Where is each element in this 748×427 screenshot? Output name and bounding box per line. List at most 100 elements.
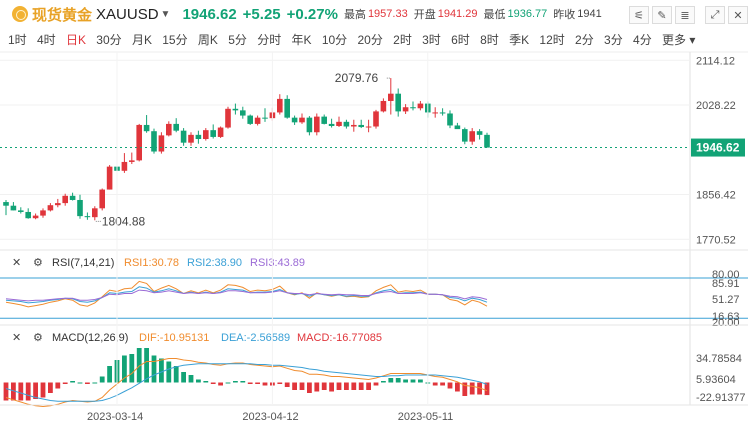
candle-body (151, 131, 157, 152)
candle-body (69, 195, 76, 200)
macd-bar (247, 382, 253, 384)
macd-bar (85, 382, 90, 384)
macd-bar (136, 348, 142, 383)
rsi-tick-3: 16.63 (712, 311, 740, 323)
candle-body (343, 121, 350, 127)
candle-body (284, 98, 290, 118)
candle-body (3, 202, 9, 206)
tab-period-17[interactable]: 12时 (539, 32, 565, 47)
macd-bar (440, 382, 445, 386)
tab-period-0[interactable]: 1时 (8, 32, 27, 47)
macd-bar (225, 382, 231, 384)
price-tick-3: 1770.52 (696, 234, 736, 246)
price-change: +5.25 (242, 5, 281, 23)
tab-period-18[interactable]: 2分 (575, 32, 594, 47)
macd-bar (233, 381, 238, 383)
candle-body (262, 117, 268, 119)
macd-bar (321, 382, 327, 390)
macd-bar (240, 381, 246, 383)
macd-bar (410, 379, 416, 383)
candle-body (380, 100, 387, 112)
tab-period-16[interactable]: 季K (509, 32, 530, 47)
candle-body (395, 93, 401, 112)
candle-body (454, 125, 461, 130)
tab-period-3[interactable]: 30分 (96, 32, 122, 47)
macd-bar (462, 382, 468, 396)
macd-bar (173, 366, 179, 383)
draw-icon[interactable]: ✎ (652, 6, 672, 24)
tab-period-1[interactable]: 4时 (36, 32, 56, 47)
indicator-icon[interactable]: ≣ (675, 6, 695, 24)
macd-bar (344, 382, 349, 390)
chevron-down-icon[interactable]: ▼ (160, 8, 171, 20)
price-tick-0: 2114.12 (696, 55, 735, 67)
tab-period-5[interactable]: 15分 (162, 32, 188, 47)
candle-body (225, 108, 231, 128)
price-tick-2: 1856.42 (696, 190, 736, 202)
candle-body (306, 117, 313, 133)
candle-body (417, 103, 424, 109)
macd-bar (299, 382, 305, 390)
tab-period-6[interactable]: 周K (197, 32, 218, 47)
candle-body (351, 124, 357, 127)
tab-period-2[interactable]: 日K (65, 32, 86, 47)
macd-bar (55, 382, 61, 389)
candle-body (143, 124, 150, 132)
macd-bar (477, 382, 482, 395)
tab-period-11[interactable]: 20分 (357, 32, 383, 47)
rsi-tick-1: 85.91 (712, 278, 740, 290)
candle-body (210, 130, 216, 137)
candle-body (476, 131, 483, 135)
macd-bar (99, 376, 105, 383)
macd-bar (373, 382, 379, 386)
candle-body (314, 116, 320, 133)
macd-bar (188, 375, 194, 383)
candle-body (254, 117, 261, 124)
rsi-title: RSI(7,14,21) (52, 257, 114, 269)
macd-bar (48, 382, 53, 393)
macd-bar (107, 366, 112, 383)
candle-body (217, 127, 224, 137)
candle-body (447, 113, 453, 126)
x-tick-1: 2023-04-12 (242, 411, 298, 423)
quote-header: 现货黄金 XAUUSD ▼ 1946.62 +5.25 +0.27% 最高 19… (0, 0, 748, 28)
tab-period-21[interactable]: 更多 ▾ (662, 32, 696, 47)
rsi-tick-2: 51.27 (712, 294, 740, 306)
candle-body (462, 129, 468, 142)
candle-body (240, 110, 246, 116)
macd-bar (181, 372, 186, 383)
candle-body (321, 116, 327, 124)
prev-close-label: 昨收 (553, 9, 576, 21)
candle-body (299, 117, 305, 123)
candle-body (402, 107, 409, 112)
macd-line-1 (5, 363, 488, 402)
macd-bar (196, 379, 201, 383)
tab-period-19[interactable]: 3分 (604, 32, 623, 47)
macd-bar (484, 382, 490, 396)
fullscreen-icon[interactable]: ⤢ (705, 6, 725, 24)
tab-period-20[interactable]: 4分 (633, 32, 652, 47)
period-tabs: 1时 4时 日K 30分 月K 15分 周K 5分 分时 年K 10分 20分 2时 3时 6时 8时 季K 12… (0, 28, 748, 50)
chart-toggle-icon[interactable]: ⚟ (629, 6, 649, 24)
macd-bar (455, 382, 460, 392)
symbol-code[interactable]: XAUUSD (96, 5, 159, 23)
candle-body (195, 134, 202, 140)
macd-bar (144, 348, 149, 383)
candle-body (18, 210, 24, 212)
tab-period-12[interactable]: 2时 (393, 32, 412, 47)
tab-period-4[interactable]: 月K (131, 32, 152, 47)
tab-period-14[interactable]: 6时 (451, 32, 470, 47)
tab-period-10[interactable]: 10分 (321, 32, 348, 47)
macd-legend-0: DIF:-10.95131 (139, 332, 209, 344)
tab-period-13[interactable]: 3时 (422, 32, 441, 47)
macd-bar (388, 378, 394, 383)
tab-period-15[interactable]: 8时 (480, 32, 499, 47)
close-icon: ✕ (12, 332, 21, 344)
candle-body (136, 124, 142, 161)
macd-bar (33, 382, 38, 399)
tab-period-7[interactable]: 5分 (228, 32, 247, 47)
tab-period-9[interactable]: 年K (291, 32, 312, 47)
macd-bar (307, 382, 312, 393)
tab-period-8[interactable]: 分时 (257, 32, 282, 47)
